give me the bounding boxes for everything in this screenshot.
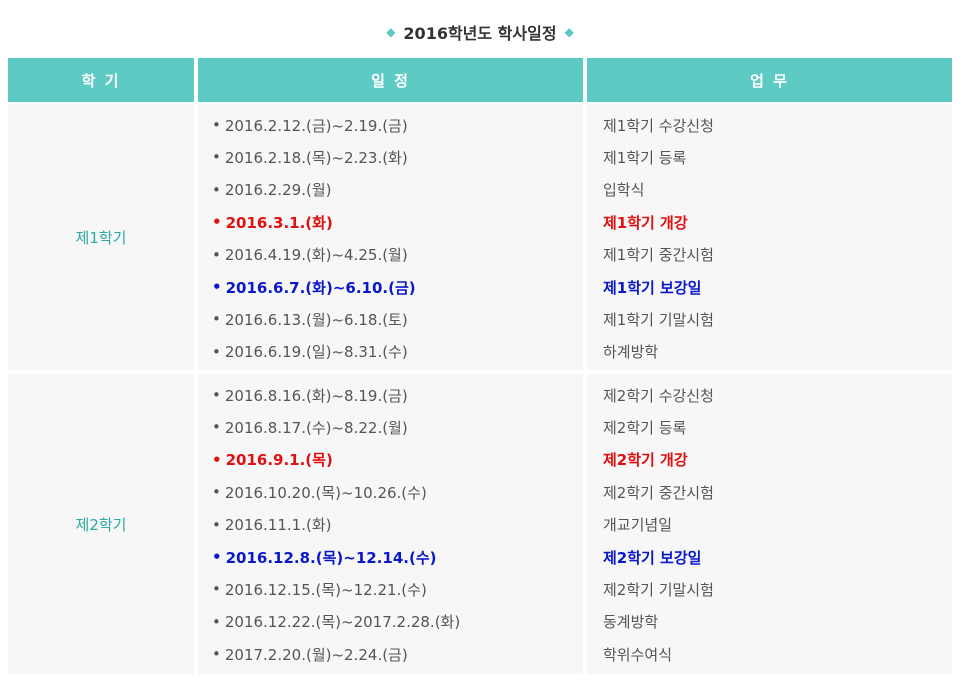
schedule-task: 제2학기 기말시험: [603, 580, 714, 599]
schedule-date-text: 2016.12.22.(목)~2017.2.28.(화): [224, 613, 461, 632]
schedule-date-text: 2016.6.19.(일)~8.31.(수): [224, 343, 408, 362]
schedule-date: • 2016.9.1.(목): [212, 444, 333, 476]
header-task: 업 무: [587, 58, 952, 102]
bullet-icon: •: [212, 213, 222, 232]
title-text: 2016학년도 학사일정: [403, 24, 557, 43]
diamond-icon: ◆: [564, 25, 574, 39]
schedule-date: • 2016.8.17.(수)~8.22.(월): [212, 411, 408, 443]
semester-label: 제2학기: [75, 515, 127, 534]
schedule-task: 제1학기 중간시험: [603, 246, 714, 265]
schedule-date: • 2016.12.15.(목)~12.21.(수): [212, 573, 427, 605]
semester2-task-bg: [587, 374, 952, 674]
schedule-task: 제2학기 수강신청: [603, 386, 714, 405]
schedule-date: • 2016.6.13.(월)~6.18.(토): [212, 303, 408, 335]
schedule-date-text: 2016.3.1.(화): [225, 213, 333, 232]
schedule-task: 학위수여식: [603, 645, 673, 664]
schedule-date: • 2016.3.1.(화): [212, 206, 333, 238]
schedule-date: • 2016.6.19.(일)~8.31.(수): [212, 336, 408, 368]
bullet-icon: •: [212, 148, 221, 167]
schedule-date-text: 2016.4.19.(화)~4.25.(월): [224, 246, 408, 265]
schedule-date-text: 2016.9.1.(목): [225, 451, 333, 470]
bullet-icon: •: [212, 645, 221, 664]
bullet-icon: •: [212, 342, 221, 361]
schedule-task: 제1학기 개강: [603, 213, 688, 232]
diamond-icon: ◆: [386, 25, 396, 39]
bullet-icon: •: [212, 418, 221, 437]
schedule-task: 제1학기 수강신청: [603, 116, 714, 135]
schedule-date: • 2016.12.22.(목)~2017.2.28.(화): [212, 606, 460, 638]
schedule-task: 하계방학: [603, 343, 659, 362]
bullet-icon: •: [212, 450, 222, 469]
schedule-date-text: 2016.2.12.(금)~2.19.(금): [224, 116, 408, 135]
schedule-date: • 2016.8.16.(화)~8.19.(금): [212, 379, 408, 411]
schedule-date: • 2016.2.18.(목)~2.23.(화): [212, 141, 408, 173]
schedule-date: • 2016.10.20.(목)~10.26.(수): [212, 476, 427, 508]
schedule-date-text: 2016.11.1.(화): [224, 516, 332, 535]
schedule-task: 개교기념일: [603, 516, 673, 535]
bullet-icon: •: [212, 612, 221, 631]
bullet-icon: •: [212, 483, 221, 502]
bullet-icon: •: [212, 116, 221, 134]
schedule-date: • 2017.2.20.(월)~2.24.(금): [212, 638, 408, 670]
schedule-task: 입학식: [603, 181, 645, 200]
bullet-icon: •: [212, 180, 221, 199]
bullet-icon: •: [212, 386, 221, 404]
semester2-date-bg: [198, 374, 583, 674]
schedule-task: 동계방학: [603, 613, 659, 632]
bullet-icon: •: [212, 515, 221, 534]
schedule-date: • 2016.6.7.(화)~6.10.(금): [212, 271, 416, 303]
semester1-date-bg: [198, 104, 583, 370]
schedule-date: • 2016.11.1.(화): [212, 509, 331, 541]
bullet-icon: •: [212, 278, 222, 296]
header-schedule: 일 정: [198, 58, 583, 102]
schedule-task: 제2학기 등록: [603, 418, 687, 437]
schedule-date: • 2016.12.8.(목)~12.14.(수): [212, 541, 436, 573]
schedule-date-text: 2016.6.13.(월)~6.18.(토): [224, 310, 408, 329]
schedule-task: 제1학기 보강일: [603, 278, 702, 297]
schedule-date: • 2016.2.12.(금)~2.19.(금): [212, 109, 408, 141]
schedule-task: 제2학기 개강: [603, 451, 688, 470]
schedule-date-text: 2016.2.18.(목)~2.23.(화): [224, 148, 408, 167]
semester-label: 제1학기: [75, 228, 127, 247]
semester2-cell-bg: [8, 374, 194, 674]
bullet-icon: •: [212, 548, 222, 566]
schedule-date: • 2016.4.19.(화)~4.25.(월): [212, 239, 408, 271]
page-title: ◆ 2016학년도 학사일정 ◆: [0, 14, 960, 50]
schedule-date-text: 2016.12.15.(목)~12.21.(수): [224, 580, 427, 599]
schedule-date-text: 2016.8.17.(수)~8.22.(월): [224, 418, 408, 437]
schedule-task: 제2학기 보강일: [603, 548, 702, 567]
bullet-icon: •: [212, 245, 221, 264]
schedule-date-text: 2016.2.29.(월): [224, 181, 332, 200]
schedule-task: 제1학기 기말시험: [603, 310, 714, 329]
schedule-date: • 2016.2.29.(월): [212, 174, 331, 206]
schedule-task: 제1학기 등록: [603, 148, 687, 167]
schedule-date-text: 2017.2.20.(월)~2.24.(금): [224, 645, 408, 664]
schedule-date-text: 2016.6.7.(화)~6.10.(금): [225, 278, 416, 297]
schedule-date-text: 2016.10.20.(목)~10.26.(수): [224, 483, 427, 502]
schedule-task: 제2학기 중간시험: [603, 483, 714, 502]
bullet-icon: •: [212, 310, 221, 329]
bullet-icon: •: [212, 580, 221, 599]
schedule-date-text: 2016.12.8.(목)~12.14.(수): [225, 548, 437, 567]
schedule-date-text: 2016.8.16.(화)~8.19.(금): [224, 386, 408, 405]
header-semester: 학 기: [8, 58, 194, 102]
semester1-cell-bg: [8, 104, 194, 370]
semester1-task-bg: [587, 104, 952, 370]
